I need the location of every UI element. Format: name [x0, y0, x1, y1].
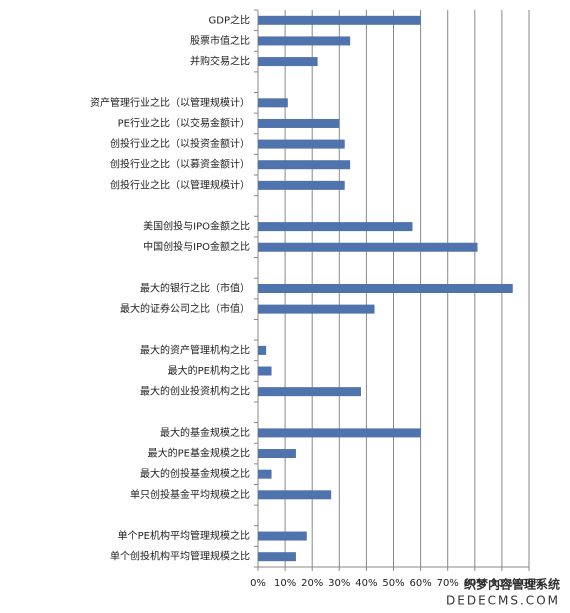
- x-tick-label: 30%: [328, 578, 350, 589]
- bar: [258, 118, 340, 128]
- y-tick-label: 最大的创业投资机构之比: [140, 385, 250, 398]
- y-tick-label: 最大的创投基金规模之比: [140, 467, 250, 480]
- y-tick-label: 最大的资产管理机构之比: [140, 343, 250, 356]
- bar: [258, 469, 272, 479]
- y-tick-label: 最大的证券公司之比（市值）: [120, 302, 250, 315]
- bar: [258, 552, 296, 562]
- x-tick-label: 70%: [437, 578, 459, 589]
- y-tick-label: 股票市值之比: [190, 34, 250, 47]
- bar: [258, 160, 351, 170]
- y-tick-label: 最大的银行之比（市值）: [140, 282, 250, 295]
- y-tick-label: 单个创投机构平均管理规模之比: [110, 550, 250, 563]
- bar: [258, 345, 267, 355]
- x-tick-label: 40%: [355, 578, 377, 589]
- y-tick-label: 创投行业之比（以募资金额计）: [110, 158, 250, 171]
- y-tick-label: 单个PE机构平均管理规模之比: [118, 529, 250, 542]
- x-tick-label: 60%: [409, 578, 431, 589]
- bar: [258, 449, 296, 459]
- y-tick-label: PE行业之比（以交易金额计）: [118, 116, 250, 129]
- y-tick-label: GDP之比: [209, 13, 250, 26]
- x-tick-label: 20%: [301, 578, 323, 589]
- bar: [258, 222, 413, 232]
- bar: [258, 57, 318, 67]
- x-tick-label: 100%: [515, 578, 544, 589]
- x-tick-label: 80%: [464, 578, 486, 589]
- y-tick-label: 美国创投与IPO金额之比: [143, 220, 250, 233]
- watermark: 织梦内容管理系统: [464, 577, 560, 592]
- y-tick-label: 资产管理行业之比（以管理规模计）: [90, 96, 250, 109]
- bar: [258, 366, 272, 376]
- bar: [258, 98, 288, 108]
- x-tick-label: 0%: [250, 578, 266, 589]
- y-tick-label: 并购交易之比: [190, 55, 250, 68]
- x-tick-label: 50%: [382, 578, 404, 589]
- bar: [258, 284, 513, 293]
- bar: [258, 387, 361, 397]
- bar: [258, 180, 345, 190]
- x-tick-label: 10%: [274, 578, 296, 589]
- bar: [258, 242, 478, 252]
- bar: [258, 139, 345, 149]
- y-tick-label: 创投行业之比（以投资金额计）: [110, 137, 250, 150]
- y-tick-label: 最大的基金规模之比: [160, 426, 250, 439]
- y-tick-label: 最大的PE机构之比: [168, 364, 250, 377]
- x-tick-label: 90%: [491, 578, 513, 589]
- watermark-url: DEDECMS.COM: [446, 594, 560, 608]
- bar: [258, 490, 332, 500]
- bar: [258, 428, 421, 438]
- bar: [258, 304, 375, 314]
- bar: [258, 531, 307, 541]
- y-tick-label: 单只创投基金平均规模之比: [130, 488, 250, 501]
- y-tick-label: 中国创投与IPO金额之比: [143, 240, 250, 253]
- bar: [258, 15, 421, 25]
- y-tick-label: 创投行业之比（以管理规模计）: [110, 178, 250, 191]
- y-tick-label: 最大的PE基金规模之比: [148, 447, 250, 460]
- bar: [258, 36, 351, 46]
